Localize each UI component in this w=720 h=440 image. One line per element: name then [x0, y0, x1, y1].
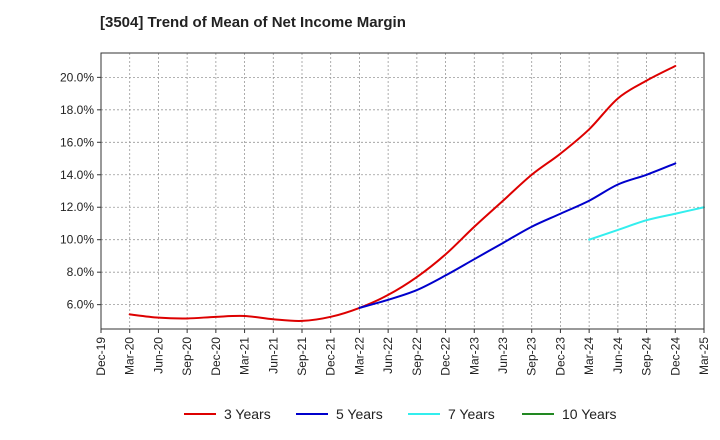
y-tick-label: 6.0%	[67, 298, 95, 312]
legend-label-0: 3 Years	[224, 406, 271, 422]
x-tick-label: Sep-24	[640, 337, 654, 376]
x-tick-label: Mar-22	[352, 337, 366, 375]
legend-label-2: 7 Years	[448, 406, 495, 422]
x-tick-label: Sep-22	[410, 337, 424, 376]
x-tick-label: Jun-21	[266, 337, 280, 374]
series-line-2	[588, 206, 705, 241]
x-tick-label: Dec-19	[94, 337, 108, 376]
y-axis-ticks: 6.0% 8.0% 10.0% 12.0% 14.0% 16.0% 18.0% 20.0%	[60, 70, 101, 312]
x-tick-label: Dec-23	[553, 337, 567, 376]
x-tick-label: Jun-23	[496, 337, 510, 374]
x-tick-label: Mar-24	[582, 337, 596, 375]
series-lines	[128, 64, 705, 322]
y-tick-label: 20.0%	[60, 70, 94, 84]
chart-title: [3504] Trend of Mean of Net Income Margi…	[100, 14, 406, 31]
series-line-0	[128, 64, 677, 322]
legend: 3 Years 5 Years 7 Years 10 Years	[184, 406, 617, 422]
plot-border	[100, 52, 705, 330]
x-axis-ticks: Dec-19 Mar-20 Jun-20 Sep-20 Dec-20 Mar-21 Jun-…	[94, 329, 711, 376]
plot-background	[101, 53, 704, 329]
y-tick-label: 10.0%	[60, 233, 94, 247]
x-tick-label: Mar-23	[467, 337, 481, 375]
y-tick-label: 16.0%	[60, 135, 94, 149]
x-tick-label: Sep-20	[180, 337, 194, 376]
y-tick-label: 8.0%	[67, 265, 95, 279]
x-tick-label: Dec-24	[668, 337, 682, 376]
legend-label-3: 10 Years	[562, 406, 617, 422]
legend-label-1: 5 Years	[336, 406, 383, 422]
x-tick-label: Jun-22	[381, 337, 395, 374]
x-tick-label: Jun-24	[611, 337, 625, 374]
series-line-1	[358, 162, 677, 309]
x-tick-label: Dec-21	[324, 337, 338, 376]
y-tick-label: 14.0%	[60, 168, 94, 182]
x-tick-label: Jun-20	[151, 337, 165, 374]
x-tick-label: Sep-21	[295, 337, 309, 376]
y-tick-label: 12.0%	[60, 200, 94, 214]
x-tick-label: Dec-20	[209, 337, 223, 376]
x-tick-label: Sep-23	[525, 337, 539, 376]
x-tick-label: Mar-20	[123, 337, 137, 375]
x-tick-label: Mar-25	[697, 337, 711, 375]
y-tick-label: 18.0%	[60, 103, 94, 117]
x-tick-label: Mar-21	[238, 337, 252, 375]
grid-lines	[101, 53, 704, 329]
x-tick-label: Dec-22	[439, 337, 453, 376]
